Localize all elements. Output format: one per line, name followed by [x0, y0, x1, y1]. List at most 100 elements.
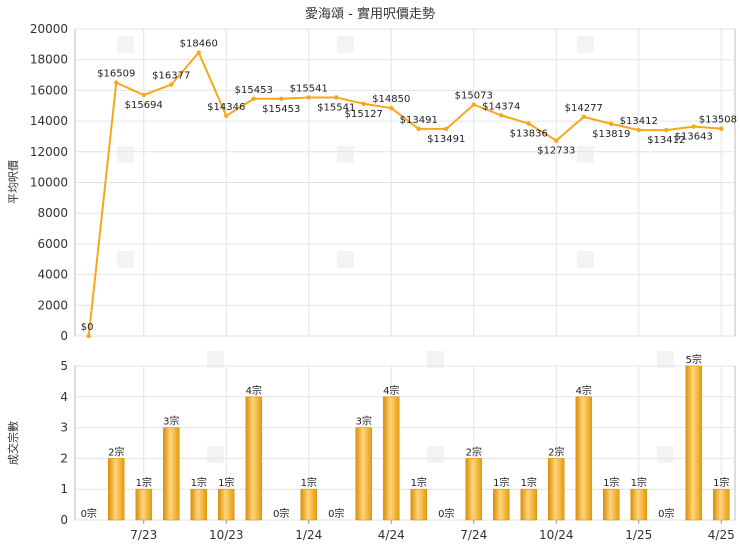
bar	[190, 488, 208, 521]
watermark-mark: ■	[655, 441, 676, 466]
line-point	[224, 113, 229, 118]
line-value-label: $15453	[235, 85, 273, 96]
watermark-mark: ■	[205, 346, 226, 371]
bar-value-label: 3宗	[163, 415, 179, 428]
bar-value-label: 1宗	[631, 476, 647, 489]
bar	[410, 488, 428, 521]
bar-value-label: 3宗	[356, 415, 372, 428]
bar-y-tick-label: 5	[60, 359, 68, 373]
watermark-mark: ■	[575, 141, 596, 166]
bar-value-label: 4宗	[246, 384, 262, 397]
line-point	[664, 127, 669, 133]
bar-y-tick-label: 0	[60, 513, 68, 527]
bar-value-label: 0宗	[81, 507, 97, 520]
x-tick-label: 4/25	[708, 528, 735, 542]
watermark-mark: ■	[115, 141, 136, 166]
line-value-label: $18460	[180, 39, 218, 50]
bar	[382, 396, 400, 521]
line-point	[389, 105, 394, 111]
bar-y-tick-label: 3	[60, 421, 68, 435]
line-point	[279, 96, 284, 101]
bar-value-label: 1宗	[521, 476, 537, 489]
bar-layer	[107, 365, 730, 521]
watermark-mark: ■	[425, 441, 446, 466]
line-point	[141, 92, 146, 98]
x-tick-label: 7/24	[460, 528, 487, 542]
bar-value-label: 2宗	[548, 445, 564, 458]
x-tick-label: 1/24	[295, 528, 322, 542]
x-tick-label: 4/24	[378, 528, 405, 542]
line-point	[581, 114, 586, 120]
watermark-mark: ■	[335, 246, 356, 271]
label-layer: 0 2000 4000 6000 8000 10000 12000 14000 16000 180…	[30, 22, 737, 542]
bar	[465, 458, 483, 521]
bar-value-label: 1宗	[493, 476, 509, 489]
line-value-label: $14850	[372, 94, 410, 105]
bar	[162, 427, 180, 521]
line-y-axis-title: 平均呎價	[6, 160, 20, 204]
bar-value-label: 1宗	[136, 476, 152, 489]
bar-value-label: 1宗	[713, 476, 729, 489]
watermark-mark: ■	[655, 346, 676, 371]
line-point	[554, 138, 559, 143]
bar-value-label: 4宗	[383, 384, 399, 397]
line-y-tick-label: 6000	[37, 237, 68, 251]
x-tick-label: 7/23	[130, 528, 157, 542]
line-value-label: $13643	[675, 132, 713, 143]
bar-value-label: 1宗	[218, 476, 234, 489]
line-point	[86, 333, 91, 339]
line-value-label: $12733	[537, 146, 575, 157]
line-point	[251, 96, 256, 101]
bar-value-label: 1宗	[301, 476, 317, 489]
bar	[547, 458, 565, 521]
bar-value-label: 1宗	[411, 476, 427, 489]
bar	[135, 488, 153, 521]
line-value-label: $14277	[565, 103, 603, 114]
bar	[217, 488, 235, 521]
line-y-tick-label: 8000	[37, 206, 68, 220]
bar-value-label: 0宗	[438, 507, 454, 520]
line-value-label: $16377	[152, 71, 190, 82]
line-value-label: $14346	[207, 102, 245, 113]
line-value-label: $15453	[262, 104, 300, 115]
line-point	[334, 95, 339, 100]
watermark-mark: ■	[205, 441, 226, 466]
line-y-tick-label: 2000	[37, 298, 68, 312]
line-y-tick-label: 14000	[30, 114, 68, 128]
x-tick-label: 10/23	[209, 528, 244, 542]
line-point	[306, 95, 311, 100]
bar-value-label: 2宗	[108, 445, 124, 458]
bar	[355, 427, 373, 521]
price-line	[87, 51, 722, 337]
line-value-label: $13491	[427, 134, 465, 145]
line-value-label: $13412	[647, 135, 685, 146]
line-point	[114, 80, 119, 85]
watermark-mark: ■	[425, 346, 446, 371]
line-point	[471, 102, 476, 107]
line-value-label: $14374	[482, 101, 520, 112]
line-point	[196, 50, 201, 55]
line-point	[416, 126, 421, 132]
line-y-tick-label: 18000	[30, 53, 68, 67]
bar-value-label: 0宗	[273, 507, 289, 520]
bar	[712, 488, 730, 521]
bar	[520, 488, 538, 521]
line-point	[169, 82, 174, 87]
line-point	[361, 101, 366, 107]
line-value-label: $0	[81, 322, 94, 333]
bar	[575, 396, 593, 521]
bar	[245, 396, 263, 521]
bar-y-tick-label: 4	[60, 390, 68, 404]
x-tick-label: 10/24	[539, 528, 574, 542]
watermark-mark: ■	[335, 31, 356, 56]
line-value-label: $15127	[345, 109, 383, 120]
line-value-label: $15541	[290, 83, 328, 94]
line-y-tick-label: 0	[60, 329, 68, 343]
line-value-label: $13836	[510, 129, 548, 140]
line-point	[526, 121, 531, 126]
chart-title: 愛海頌 - 實用呎價走勢	[305, 7, 435, 22]
watermark-mark: ■	[575, 31, 596, 56]
watermark-mark: ■	[115, 31, 136, 56]
